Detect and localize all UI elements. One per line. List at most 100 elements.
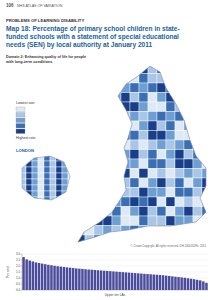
local-authority <box>76 131 85 141</box>
local-authority <box>76 64 85 74</box>
borough <box>44 167 50 173</box>
bar <box>153 275 155 290</box>
title: Map 18: Percentage of primary school chi… <box>6 25 180 33</box>
local-authority <box>202 64 211 74</box>
local-authority <box>76 93 85 103</box>
local-authority <box>175 207 184 217</box>
local-authority <box>112 169 121 179</box>
bar <box>29 261 31 290</box>
local-authority <box>184 150 193 160</box>
bar <box>72 268 74 290</box>
local-authority <box>103 102 112 112</box>
local-authority <box>166 83 175 93</box>
local-authority <box>166 131 175 141</box>
bar <box>159 275 161 290</box>
local-authority <box>202 169 211 179</box>
borough <box>68 191 74 197</box>
borough <box>44 197 50 203</box>
borough <box>20 167 26 173</box>
bar <box>156 275 158 290</box>
bar <box>84 269 86 290</box>
local-authority <box>175 131 184 141</box>
local-authority <box>157 140 166 150</box>
local-authority <box>139 112 148 122</box>
borough <box>50 191 56 197</box>
borough <box>44 185 50 191</box>
bar <box>118 272 120 290</box>
local-authority <box>85 83 94 93</box>
bar <box>137 273 139 290</box>
local-authority <box>166 140 175 150</box>
local-authority <box>157 207 166 217</box>
local-authority <box>148 188 157 198</box>
local-authority <box>157 216 166 226</box>
local-authority <box>139 121 148 131</box>
title: funded schools with a statement of speci… <box>6 33 179 41</box>
bar <box>94 270 96 290</box>
borough <box>38 197 44 203</box>
local-authority <box>121 121 130 131</box>
local-authority <box>112 150 121 160</box>
local-authority <box>193 102 202 112</box>
local-authority <box>103 235 112 245</box>
local-authority <box>103 93 112 103</box>
bar <box>125 272 127 290</box>
bar <box>75 268 77 290</box>
local-authority <box>85 140 94 150</box>
local-authority <box>139 197 148 207</box>
borough <box>32 179 38 185</box>
local-authority <box>202 140 211 150</box>
local-authority <box>148 83 157 93</box>
tick <box>21 278 22 279</box>
local-authority <box>121 207 130 217</box>
local-authority <box>103 64 112 74</box>
local-authority <box>85 150 94 160</box>
local-authority <box>103 131 112 141</box>
local-authority <box>112 188 121 198</box>
local-authority <box>202 93 211 103</box>
legend-swatch <box>16 118 25 123</box>
local-authority <box>94 112 103 122</box>
local-authority <box>157 112 166 122</box>
local-authority <box>103 178 112 188</box>
local-authority <box>112 216 121 226</box>
local-authority <box>112 131 121 141</box>
local-authority <box>148 178 157 188</box>
local-authority <box>112 159 121 169</box>
borough <box>62 197 68 203</box>
bar <box>100 270 102 290</box>
local-authority <box>175 64 184 74</box>
bar <box>66 267 68 290</box>
borough <box>20 197 26 203</box>
local-authority <box>94 188 103 198</box>
bar <box>168 276 170 290</box>
local-authority <box>166 112 175 122</box>
local-authority <box>202 150 211 160</box>
local-authority <box>175 197 184 207</box>
local-authority <box>121 197 130 207</box>
atlas-name: NHS ATLAS OF VARIATION <box>17 4 63 8</box>
tick-label: 2.5 <box>16 258 21 262</box>
page: 106NHS ATLAS OF VARIATIONPROBLEMS OF LEA… <box>0 0 212 300</box>
bar <box>106 271 108 290</box>
borough <box>50 185 56 191</box>
local-authority <box>94 102 103 112</box>
local-authority <box>130 131 139 141</box>
borough <box>50 161 56 167</box>
local-authority <box>148 169 157 179</box>
local-authority <box>193 83 202 93</box>
local-authority <box>157 159 166 169</box>
borough <box>44 179 50 185</box>
local-authority <box>103 121 112 131</box>
bar <box>184 278 186 290</box>
local-authority <box>148 112 157 122</box>
local-authority <box>139 102 148 112</box>
local-authority <box>148 207 157 217</box>
bar <box>122 272 124 290</box>
local-authority <box>193 131 202 141</box>
local-authority <box>103 74 112 84</box>
local-authority <box>112 207 121 217</box>
local-authority <box>94 197 103 207</box>
local-authority <box>175 140 184 150</box>
borough <box>68 197 74 203</box>
